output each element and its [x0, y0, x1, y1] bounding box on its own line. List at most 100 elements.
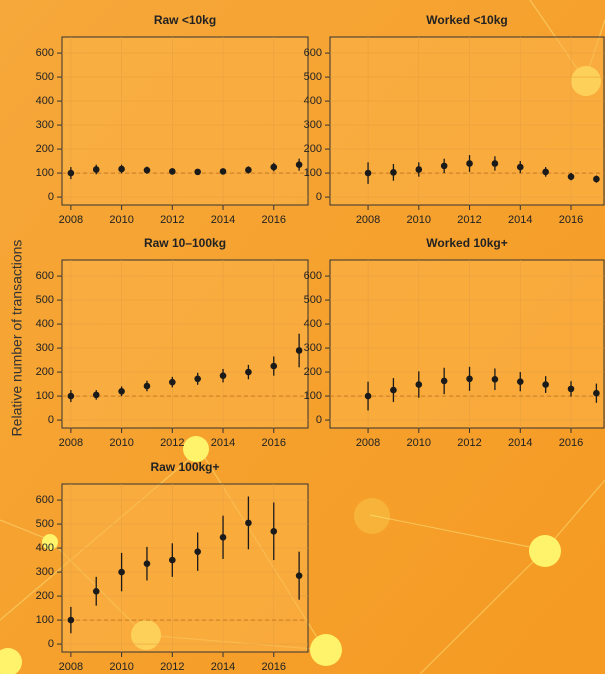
y-axis-label: Relative number of transactions: [9, 240, 25, 437]
point: [92, 391, 100, 399]
point: [542, 381, 549, 388]
point: [364, 169, 372, 177]
x-tick-label: 2008: [356, 437, 380, 449]
x-tick-label: 2010: [109, 437, 133, 449]
point: [270, 527, 278, 535]
point: [295, 347, 303, 354]
point: [516, 378, 524, 385]
point: [440, 162, 448, 170]
point: [143, 382, 151, 390]
y-tick-label: 400: [304, 95, 322, 107]
point: [295, 161, 303, 168]
x-tick-label: 2010: [109, 661, 133, 673]
panel-title: Raw 10–100kg: [144, 236, 226, 250]
plot-area: [329, 259, 605, 429]
point: [169, 556, 176, 564]
x-tick-label: 2012: [457, 437, 481, 449]
y-tick-label: 100: [304, 167, 322, 179]
plot-area: [61, 259, 309, 429]
y-tick-label: 0: [316, 191, 322, 203]
y-tick-label: 400: [304, 318, 322, 330]
panel-title: Worked 10kg+: [426, 236, 507, 250]
y-tick-label: 200: [304, 143, 322, 155]
y-tick-label: 300: [304, 119, 322, 131]
point: [390, 169, 397, 176]
y-tick-label: 200: [304, 366, 322, 378]
point: [491, 160, 499, 167]
y-tick-label: 0: [48, 191, 54, 203]
point: [194, 375, 201, 383]
point: [67, 169, 75, 177]
panel-title: Raw 100kg+: [150, 460, 219, 474]
point: [194, 548, 201, 555]
x-tick-label: 2016: [559, 437, 583, 449]
x-tick-label: 2008: [59, 437, 83, 449]
point: [415, 381, 423, 388]
point: [143, 560, 151, 567]
point: [92, 587, 100, 595]
y-tick-label: 500: [304, 71, 322, 83]
y-tick-label: 0: [316, 414, 322, 426]
y-tick-label: 100: [304, 390, 322, 402]
point: [118, 568, 125, 576]
point: [92, 166, 100, 173]
x-tick-label: 2014: [211, 437, 235, 449]
y-tick-label: 600: [304, 270, 322, 282]
y-tick-label: 600: [304, 47, 322, 59]
plot-area: [61, 36, 309, 206]
y-tick-label: 100: [36, 614, 54, 626]
x-tick-label: 2014: [211, 661, 235, 673]
x-tick-label: 2012: [160, 214, 184, 226]
point: [118, 165, 125, 173]
x-tick-label: 2010: [407, 214, 431, 226]
point: [270, 362, 278, 370]
point: [270, 163, 278, 171]
point: [593, 175, 600, 183]
y-tick-label: 300: [304, 342, 322, 354]
point: [390, 386, 397, 394]
point: [364, 392, 372, 400]
y-tick-label: 200: [36, 366, 54, 378]
point: [567, 173, 575, 180]
x-tick-label: 2014: [508, 214, 532, 226]
y-tick-label: 300: [36, 566, 54, 578]
y-tick-label: 600: [36, 494, 54, 506]
y-tick-label: 200: [36, 590, 54, 602]
y-tick-label: 600: [36, 270, 54, 282]
point: [542, 168, 549, 176]
y-tick-label: 0: [48, 414, 54, 426]
point: [567, 385, 575, 393]
point: [219, 372, 227, 379]
point: [295, 572, 303, 579]
x-tick-label: 2010: [109, 214, 133, 226]
x-tick-label: 2008: [59, 214, 83, 226]
y-tick-label: 0: [48, 638, 54, 650]
point: [169, 168, 176, 175]
x-tick-label: 2012: [457, 214, 481, 226]
point: [118, 387, 125, 395]
point: [516, 163, 524, 171]
x-tick-label: 2016: [262, 437, 286, 449]
point: [143, 166, 151, 174]
plot-area: [61, 483, 309, 653]
y-tick-label: 100: [36, 390, 54, 402]
point: [466, 160, 473, 167]
y-tick-label: 100: [36, 167, 54, 179]
y-tick-label: 300: [36, 119, 54, 131]
point: [245, 519, 252, 527]
point: [194, 168, 201, 176]
x-tick-label: 2014: [508, 437, 532, 449]
y-tick-label: 500: [304, 294, 322, 306]
point: [219, 168, 227, 175]
y-tick-label: 500: [36, 294, 54, 306]
x-tick-label: 2008: [59, 661, 83, 673]
x-tick-label: 2014: [211, 214, 235, 226]
y-tick-label: 400: [36, 95, 54, 107]
point: [415, 166, 423, 173]
point: [245, 368, 252, 376]
point: [466, 375, 473, 383]
x-tick-label: 2010: [407, 437, 431, 449]
x-tick-label: 2016: [262, 661, 286, 673]
y-tick-label: 200: [36, 143, 54, 155]
point: [491, 375, 499, 383]
